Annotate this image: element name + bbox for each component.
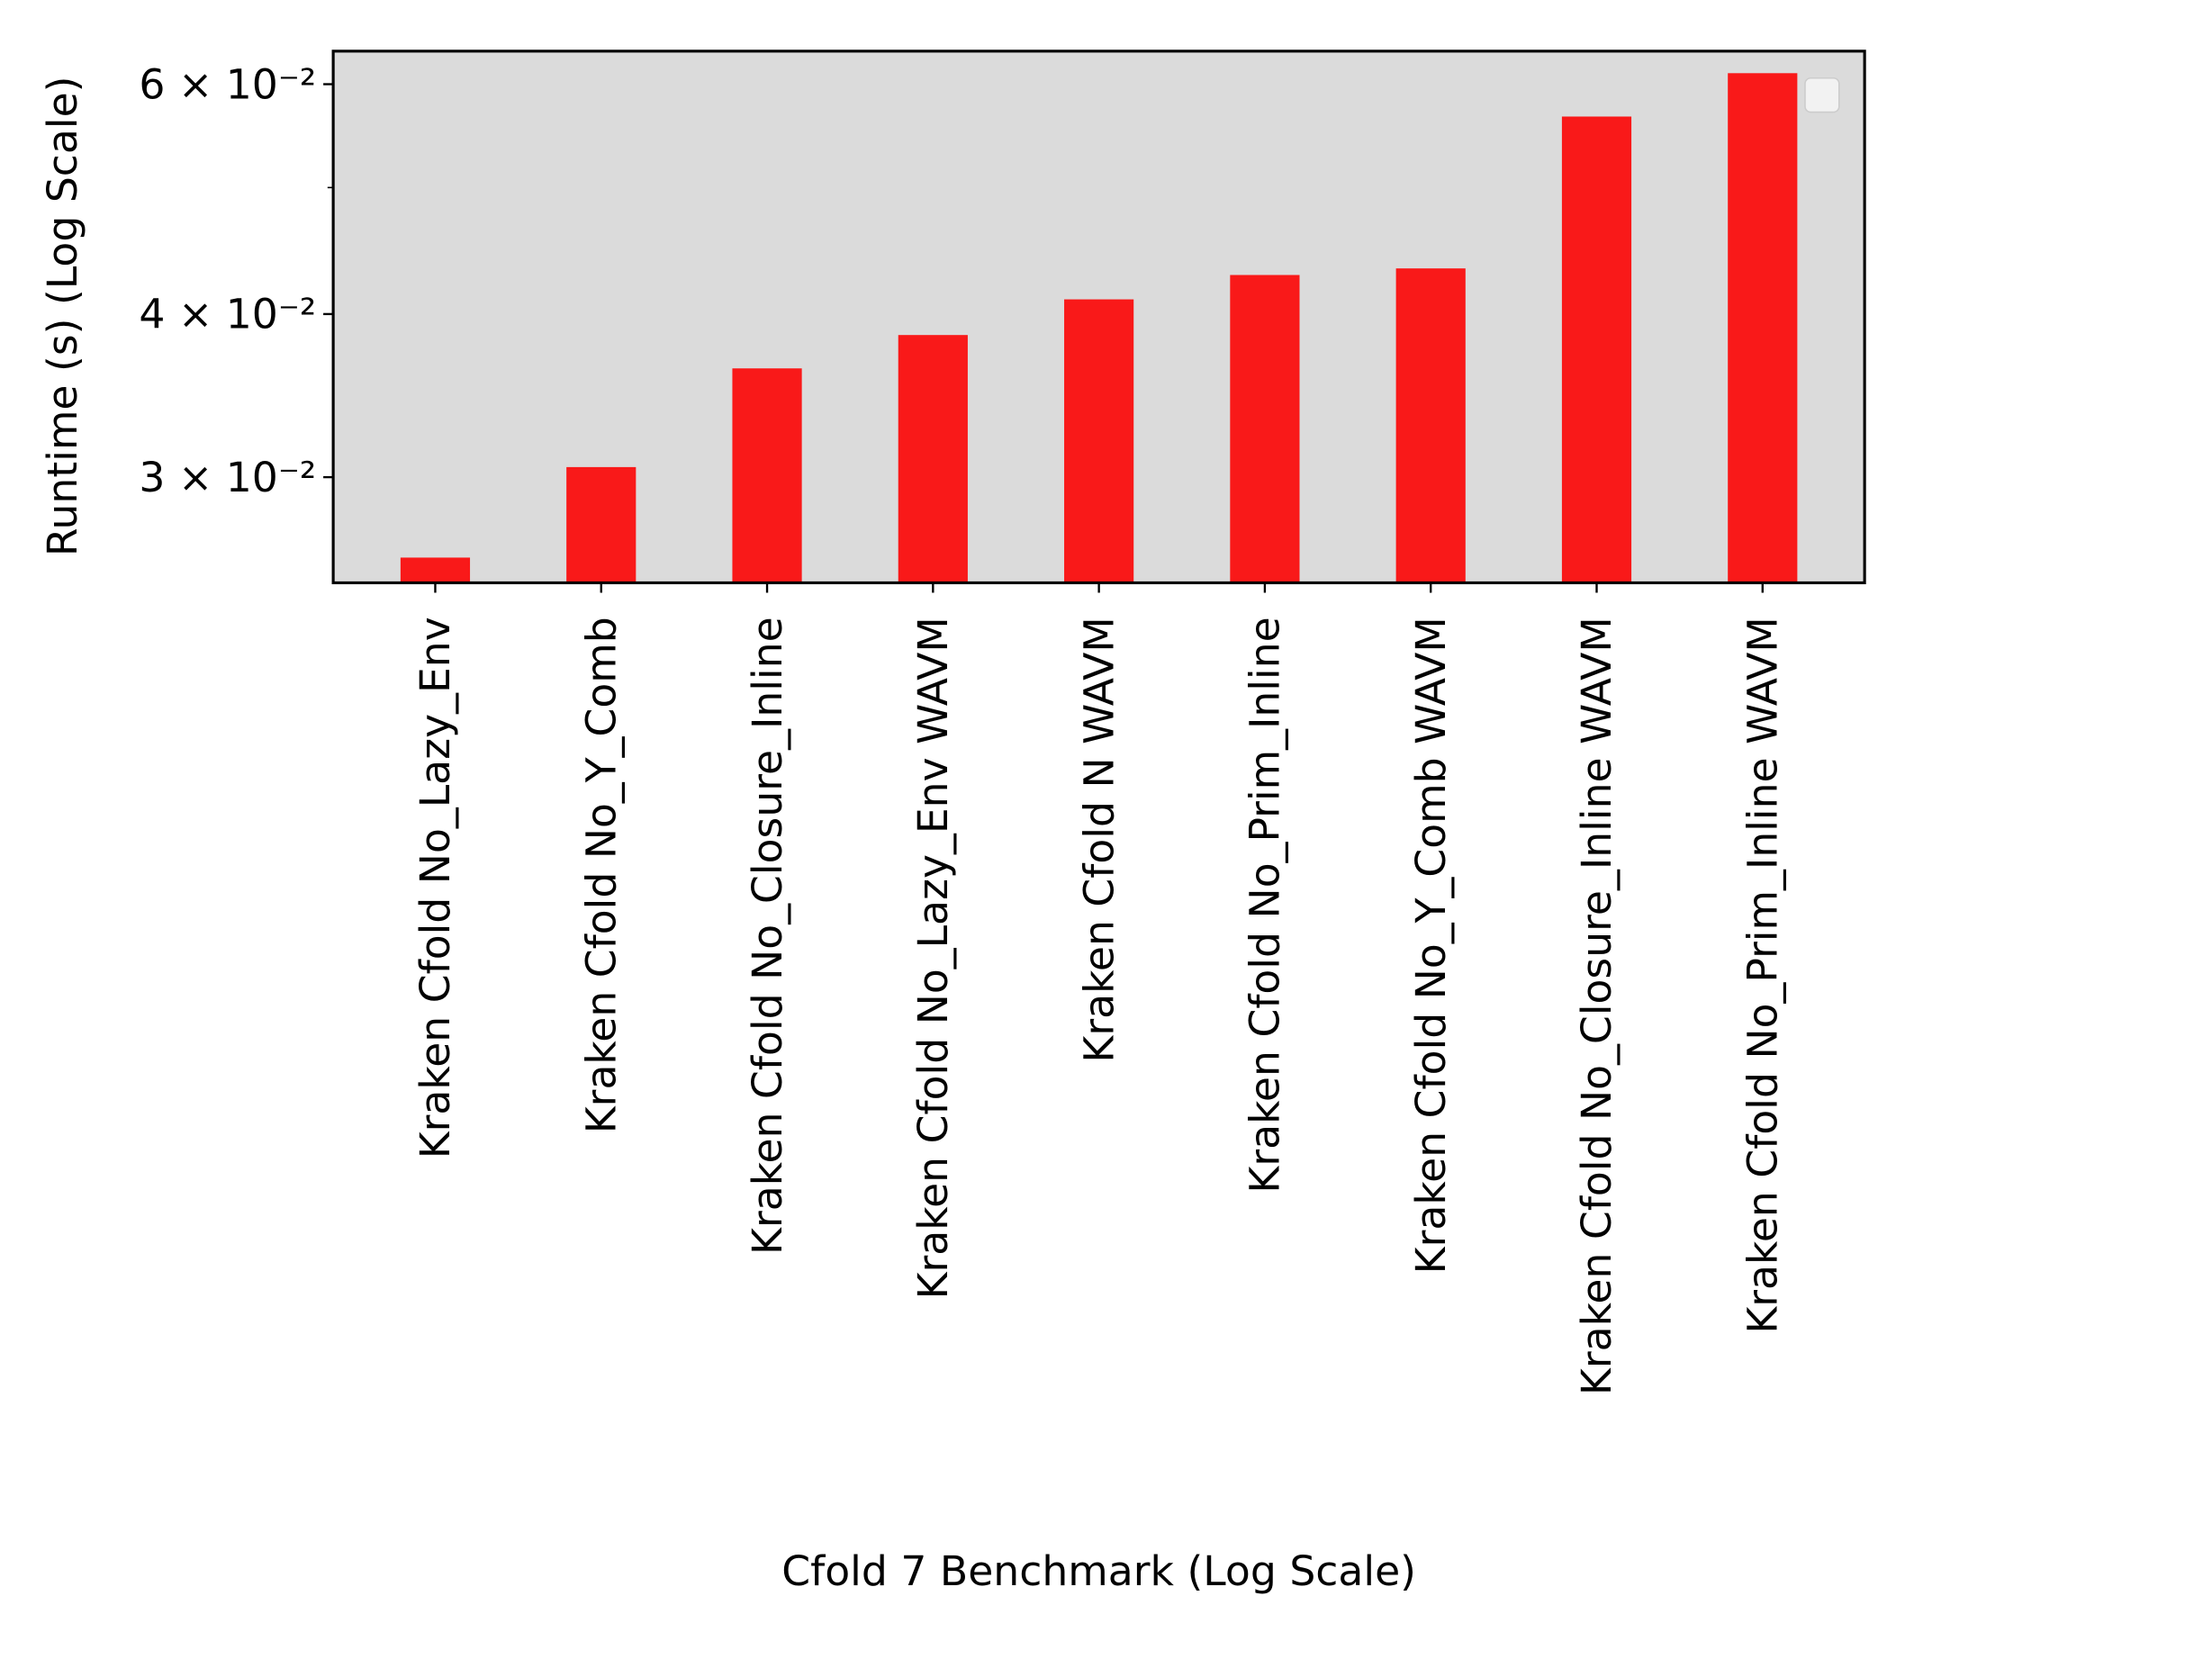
bar <box>898 335 968 584</box>
y-axis-title: Runtime (s) (Log Scale) <box>39 77 86 557</box>
bar <box>732 368 802 584</box>
x-axis-title: Cfold 7 Benchmark (Log Scale) <box>781 1547 1416 1595</box>
plot-frame <box>331 50 1866 585</box>
bar <box>1064 299 1134 584</box>
x-tick-label: Kraken Cfold No_Prim_Inline <box>1241 617 1289 1193</box>
marks: 3 × 10⁻² 4 × 10⁻² 6 × 10⁻² Kraken Cfold No_… <box>139 60 1798 1395</box>
bar <box>1728 73 1798 584</box>
x-tick-label: Kraken Cfold No_Closure_Inline WAVM <box>1573 617 1621 1395</box>
y-tick-label: 6 × 10⁻² <box>139 60 316 108</box>
legend-box <box>1804 77 1840 113</box>
bar <box>1395 268 1466 584</box>
x-tick-label: Kraken Cfold No_Y_Comb <box>578 617 626 1133</box>
x-tick-label: Kraken Cfold No_Lazy_Env <box>411 617 459 1159</box>
y-tick-label: 3 × 10⁻² <box>139 454 316 501</box>
y-tick-label: 4 × 10⁻² <box>139 291 316 338</box>
x-tick-label: Kraken Cfold No_Closure_Inline <box>744 617 791 1255</box>
x-tick-label: Kraken Cfold N WAVM <box>1075 617 1123 1062</box>
x-tick-label: Kraken Cfold No_Y_Comb WAVM <box>1407 617 1455 1274</box>
x-tick-label: Kraken Cfold No_Lazy_Env WAVM <box>909 617 957 1299</box>
bar <box>400 557 471 584</box>
x-tick-label: Kraken Cfold No_Prim_Inline WAVM <box>1739 617 1787 1333</box>
bar <box>1561 116 1632 584</box>
bar <box>1230 275 1300 584</box>
bar <box>566 466 637 584</box>
